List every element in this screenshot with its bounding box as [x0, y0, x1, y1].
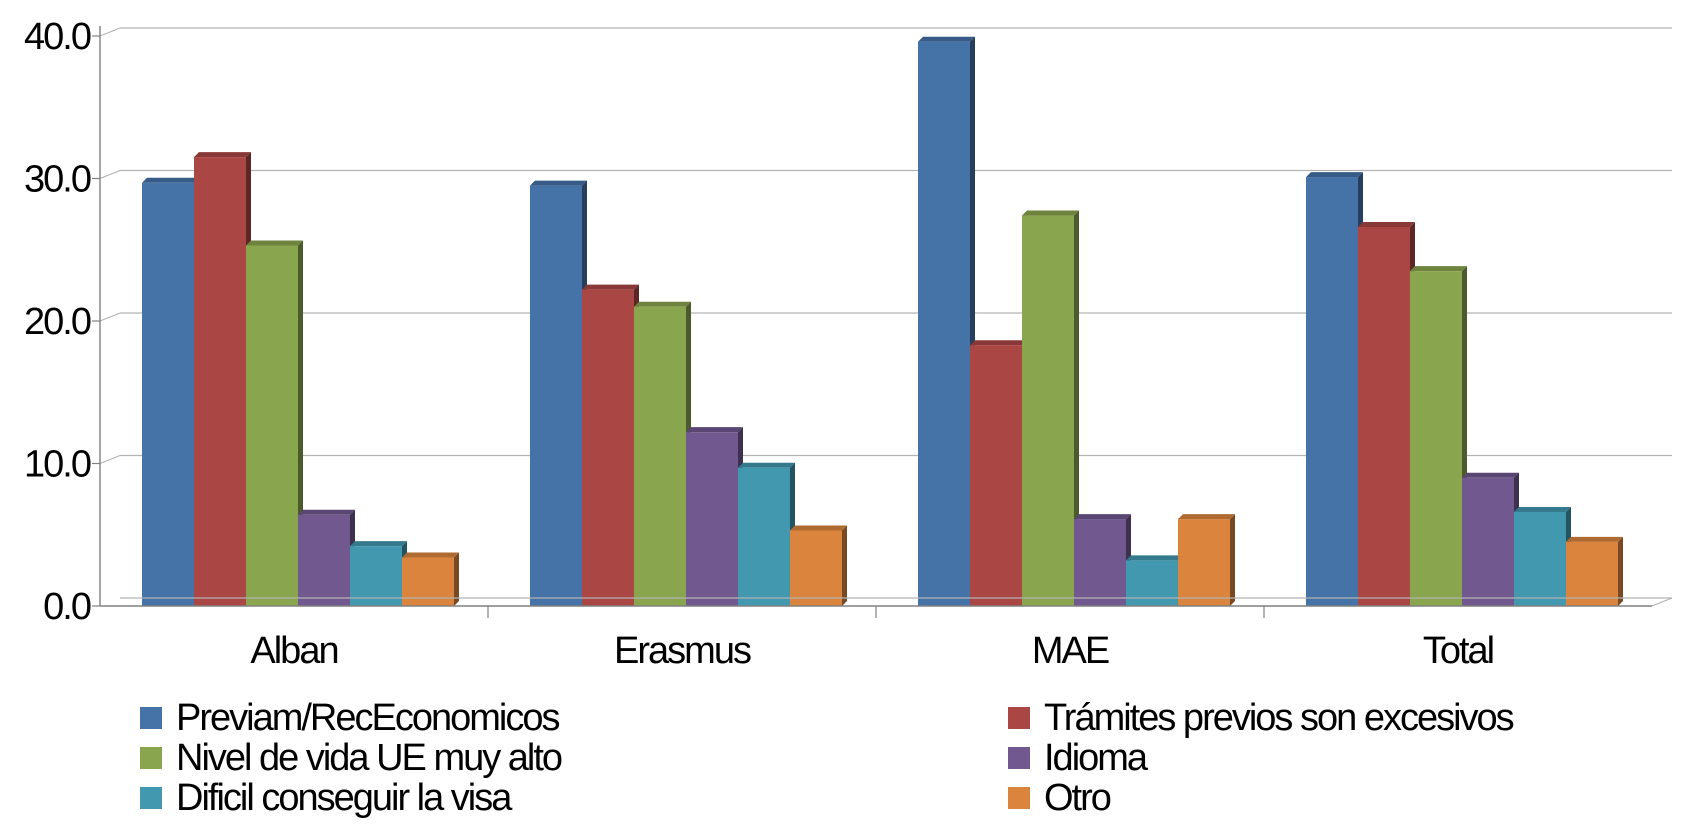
bar-side-alban-5: [454, 552, 459, 606]
bar-alban-2: [246, 245, 298, 606]
bar-top-total-0: [1306, 172, 1363, 178]
bar-total-5: [1566, 541, 1618, 606]
bar-mae-3: [1074, 519, 1126, 606]
legend-item: Trámites previos son excesivos: [1008, 697, 1515, 739]
bar-top-mae-5: [1178, 514, 1235, 520]
bar-side-mae-5: [1230, 514, 1235, 606]
bar-total-2: [1410, 271, 1462, 606]
bar-mae-0: [918, 41, 970, 606]
bar-top-total-5: [1566, 536, 1623, 542]
y-axis: 0.0 10.0 20.0 30.0 40.0: [24, 16, 101, 628]
bar-total-1: [1358, 226, 1410, 606]
bar-top-erasmus-1: [582, 284, 639, 290]
legend-item: Dificil conseguir la visa: [140, 777, 512, 819]
legend-label: Trámites previos son excesivos: [1044, 697, 1515, 739]
bar-side-total-5: [1618, 536, 1623, 606]
bar-alban-3: [298, 514, 350, 606]
legend-item: Previam/RecEconomicos: [140, 697, 560, 739]
legend-item: Otro: [1008, 777, 1112, 819]
bar-total-3: [1462, 477, 1514, 606]
bar-top-alban-4: [350, 541, 407, 547]
bar-alban-0: [142, 182, 194, 606]
bar-top-alban-0: [142, 177, 199, 183]
x-category-label: Alban: [250, 630, 337, 672]
bar-top-erasmus-3: [686, 427, 743, 433]
legend-swatch: [1008, 787, 1030, 809]
bar-side-erasmus-5: [842, 525, 847, 606]
bar-top-total-2: [1410, 266, 1467, 272]
bar-total-0: [1306, 177, 1358, 606]
x-category-label: Total: [1423, 630, 1493, 672]
bar-top-total-4: [1514, 506, 1571, 512]
bar-alban-4: [350, 546, 402, 606]
bar-top-alban-2: [246, 240, 303, 246]
bar-top-alban-5: [402, 552, 459, 558]
legend-swatch: [140, 747, 162, 769]
y-tick-label: 30.0: [24, 159, 91, 201]
x-category-label: MAE: [1032, 630, 1109, 672]
bar-erasmus-0: [530, 185, 582, 606]
bar-top-erasmus-4: [738, 462, 795, 468]
bar-total-4: [1514, 511, 1566, 606]
legend-label: Nivel de vida UE muy alto: [176, 737, 563, 779]
x-axis: Alban Erasmus MAE Total: [100, 597, 1673, 672]
legend-label: Dificil conseguir la visa: [176, 777, 512, 819]
bar-chart: 0.0 10.0 20.0 30.0 40.0 Alban Erasmus MAE Total: [24, 16, 1673, 672]
bar-erasmus-1: [582, 289, 634, 606]
bar-top-mae-1: [970, 340, 1027, 346]
gridline-connector: [99, 169, 121, 180]
bar-top-alban-3: [298, 509, 355, 515]
legend-label: Idioma: [1044, 737, 1148, 779]
bar-top-mae-0: [918, 36, 975, 42]
bar-mae-5: [1178, 519, 1230, 606]
legend-swatch: [140, 787, 162, 809]
bar-mae-4: [1126, 560, 1178, 606]
x-category-label: Erasmus: [614, 630, 751, 672]
bar-side-mae-2: [1074, 210, 1079, 607]
y-tick-label: 40.0: [24, 16, 91, 58]
bar-erasmus-2: [634, 306, 686, 606]
legend: Previam/RecEconomicos Trámites previos so…: [140, 698, 1680, 826]
bar-alban-5: [402, 557, 454, 606]
bar-top-erasmus-5: [790, 525, 847, 531]
legend-swatch: [1008, 707, 1030, 729]
bar-top-mae-2: [1022, 210, 1079, 216]
gridline-connector: [99, 454, 121, 465]
bar-top-total-1: [1358, 221, 1415, 227]
legend-item: Nivel de vida UE muy alto: [140, 737, 563, 779]
y-tick-label: 0.0: [43, 586, 91, 628]
bar-top-total-3: [1462, 472, 1519, 478]
bar-erasmus-4: [738, 467, 790, 606]
bar-top-erasmus-2: [634, 301, 691, 307]
bar-top-alban-1: [194, 152, 251, 158]
bar-erasmus-3: [686, 432, 738, 606]
gridline-connector: [99, 27, 121, 37]
bar-mae-2: [1022, 215, 1074, 607]
legend-swatch: [140, 707, 162, 729]
bar-top-mae-4: [1126, 555, 1183, 561]
floor-right-line: [1651, 597, 1673, 607]
legend-label: Otro: [1044, 777, 1112, 819]
bar-mae-1: [970, 345, 1022, 606]
y-tick-label: 10.0: [24, 444, 91, 486]
legend-item: Idioma: [1008, 737, 1148, 779]
legend-label: Previam/RecEconomicos: [176, 697, 560, 739]
bar-erasmus-5: [790, 530, 842, 606]
bars: [142, 36, 1623, 607]
y-tick-label: 20.0: [24, 301, 91, 343]
gridline-connector: [99, 312, 121, 322]
bar-alban-1: [194, 157, 246, 606]
bar-top-mae-3: [1074, 514, 1131, 520]
bar-top-erasmus-0: [530, 180, 587, 186]
legend-swatch: [1008, 747, 1030, 769]
